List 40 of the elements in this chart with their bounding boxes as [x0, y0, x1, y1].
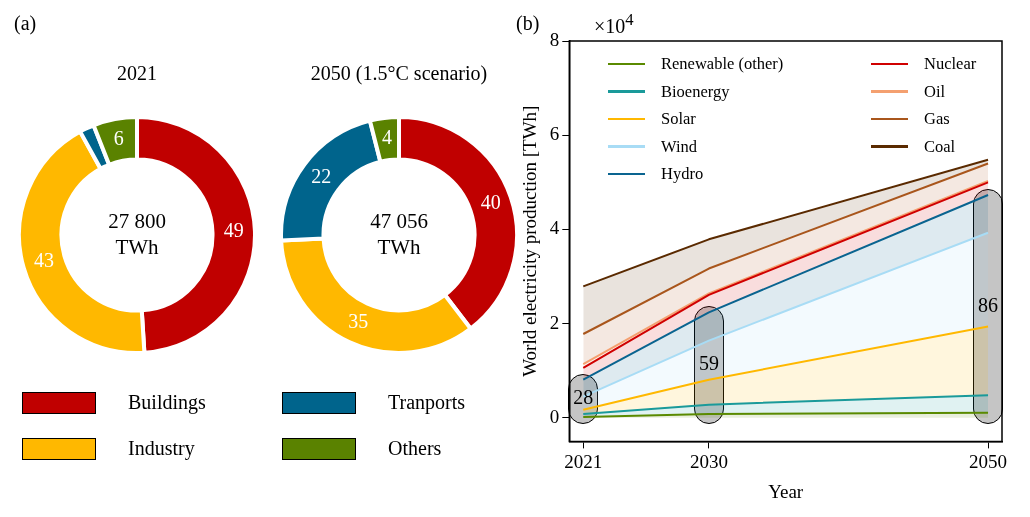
text: 27 800 TWh — [108, 208, 166, 259]
y-tick-label: 4 — [549, 217, 560, 239]
legend-label: Solar — [661, 109, 696, 129]
legend-label: Tranports — [388, 391, 466, 414]
legend-label: Others — [388, 437, 442, 460]
legend-label: Hydro — [661, 164, 704, 184]
data-label: 43 — [34, 249, 55, 272]
data-label: 49 — [223, 219, 244, 242]
legend-label: Bioenergy — [661, 81, 730, 102]
text: ×10$^{4}$ — [594, 10, 634, 38]
legend-label: Industry — [128, 437, 195, 460]
data-label: 6 — [113, 127, 124, 150]
text: 47 056 TWh — [370, 208, 428, 259]
legend-label: Wind — [661, 136, 697, 157]
data-label: 22 — [311, 164, 332, 187]
legend-label: Coal — [924, 136, 956, 157]
x-tick-label: 2050 — [969, 450, 1008, 472]
y-tick-label: 0 — [549, 405, 560, 427]
chart-title: 2050 (1.5°C scenario) — [309, 62, 489, 85]
x-tick-label: 2030 — [689, 450, 728, 472]
legend-label: Nuclear — [924, 54, 977, 74]
y-axis-title: World electricity production [TWh] — [519, 105, 541, 377]
x-axis-title: Year — [768, 480, 804, 502]
text: (b) — [516, 12, 540, 35]
chart-title: 2021 — [116, 62, 158, 85]
y-tick-label: 2 — [549, 311, 560, 333]
legend-label: Buildings — [128, 391, 206, 414]
legend-label: Renewable (other) — [661, 54, 784, 74]
annotation: 59 — [698, 352, 719, 375]
legend-label: Gas — [924, 109, 950, 129]
x-tick-label: 2021 — [564, 450, 603, 472]
data-label: 35 — [348, 309, 369, 332]
annotation: 28 — [573, 386, 594, 409]
legend-label: Oil — [924, 81, 946, 102]
y-tick-label: 8 — [549, 28, 560, 50]
data-label: 40 — [480, 191, 501, 214]
annotation: 86 — [978, 293, 999, 316]
y-tick-label: 6 — [549, 123, 560, 145]
data-label: 4 — [381, 126, 392, 149]
text: (a) — [14, 12, 37, 35]
